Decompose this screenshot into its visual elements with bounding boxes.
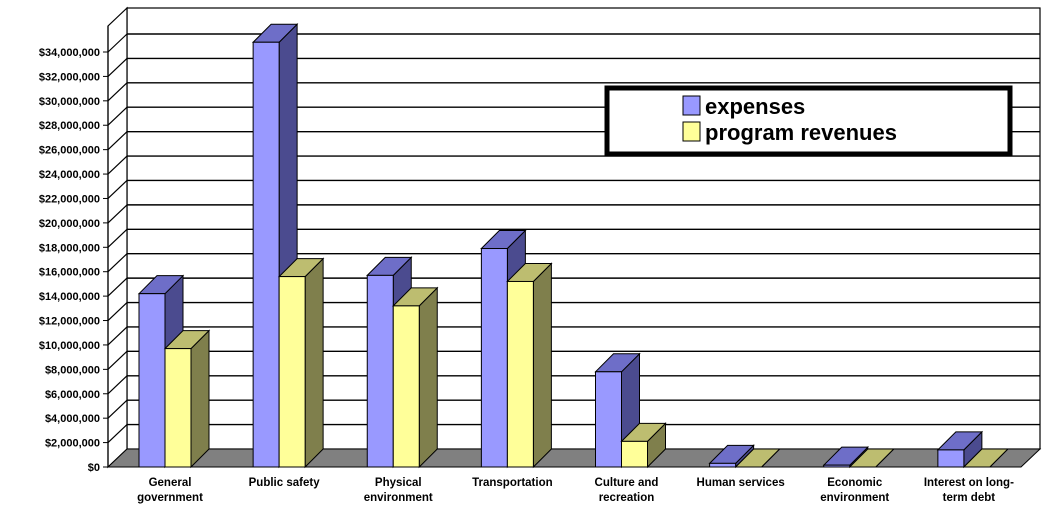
x-category-label: Public safety (249, 477, 321, 489)
y-tick-label: $24,000,000 (39, 169, 100, 181)
bar-program-revenues-1 (163, 329, 211, 469)
y-tick-label: $16,000,000 (39, 267, 100, 279)
gridline-side (107, 131, 128, 151)
y-tick-label: $4,000,000 (45, 413, 100, 425)
y-tick-label: $32,000,000 (39, 71, 100, 83)
y-tick-label: $12,000,000 (39, 316, 100, 328)
bar-program-revenues-6 (734, 448, 781, 468)
gridline-side (107, 277, 128, 297)
bar-program-revenues-8 (962, 448, 1010, 468)
gridline-side (107, 33, 128, 53)
gridline-side (107, 375, 128, 395)
bars (137, 23, 1010, 469)
x-category-label: Culture and recreation (595, 477, 659, 504)
y-tick-label: $22,000,000 (39, 193, 100, 205)
y-tick-label: $8,000,000 (45, 364, 100, 376)
bar-expenses-8 (936, 430, 984, 469)
y-tick-label: $20,000,000 (39, 218, 100, 230)
x-category-label: Transportation (472, 477, 553, 489)
y-tick-label: $2,000,000 (45, 438, 100, 450)
gridline-side (107, 253, 128, 273)
bar-program-revenues-5 (620, 422, 667, 469)
y-tick-label: $10,000,000 (39, 340, 100, 352)
gridline-side (107, 350, 128, 370)
y-tick-label: $14,000,000 (39, 291, 100, 303)
bar-program-revenues-4 (506, 262, 553, 469)
gridline-side (107, 399, 128, 419)
y-tick-label: $6,000,000 (45, 389, 100, 401)
gridline-side (107, 155, 128, 175)
x-category-label: Human services (697, 477, 785, 489)
gridline-side (107, 204, 128, 224)
y-tick-label: $30,000,000 (39, 96, 100, 108)
y-tick-label: $28,000,000 (39, 120, 100, 132)
bar-program-revenues-2 (277, 257, 325, 469)
gridline-side (107, 57, 128, 77)
y-tick-label: $18,000,000 (39, 242, 100, 254)
x-category-label: General government (137, 477, 203, 504)
y-tick-label: $26,000,000 (39, 145, 100, 157)
x-axis-categories: General government Public safety Physical en… (137, 477, 1014, 504)
gridline-side (107, 180, 128, 199)
gridline-side (107, 326, 128, 346)
legend-swatch-expenses (682, 95, 701, 116)
legend-label-expenses: expenses (705, 94, 805, 119)
bar-program-revenues-7 (848, 448, 895, 468)
bar-expenses-6 (708, 444, 755, 469)
x-category-label: Physical environment (364, 477, 433, 504)
gridline-side (107, 228, 128, 248)
x-category-label: Interest on long-term debt (924, 477, 1014, 504)
legend-label-program-revenues: program revenues (705, 120, 897, 145)
bar-program-revenues-3 (392, 286, 439, 469)
gridline-side (107, 106, 128, 126)
gridline-side (107, 82, 128, 102)
x-category-label: Economic environment (820, 477, 889, 504)
legend-swatch-program-revenues (682, 121, 701, 142)
y-axis-ticks: $0 $2,000,000 $4,000,000 $6,000,000 $8,000,0… (39, 26, 109, 474)
legend: expenses program revenues (604, 85, 1013, 157)
legend-box (604, 85, 1013, 157)
y-tick-label: $0 (88, 462, 100, 474)
y-tick-label: $34,000,000 (39, 47, 100, 59)
chart-walls (106, 6, 1042, 469)
floor (106, 448, 1042, 468)
gridline-side (107, 302, 128, 321)
gridline-side (107, 424, 128, 444)
